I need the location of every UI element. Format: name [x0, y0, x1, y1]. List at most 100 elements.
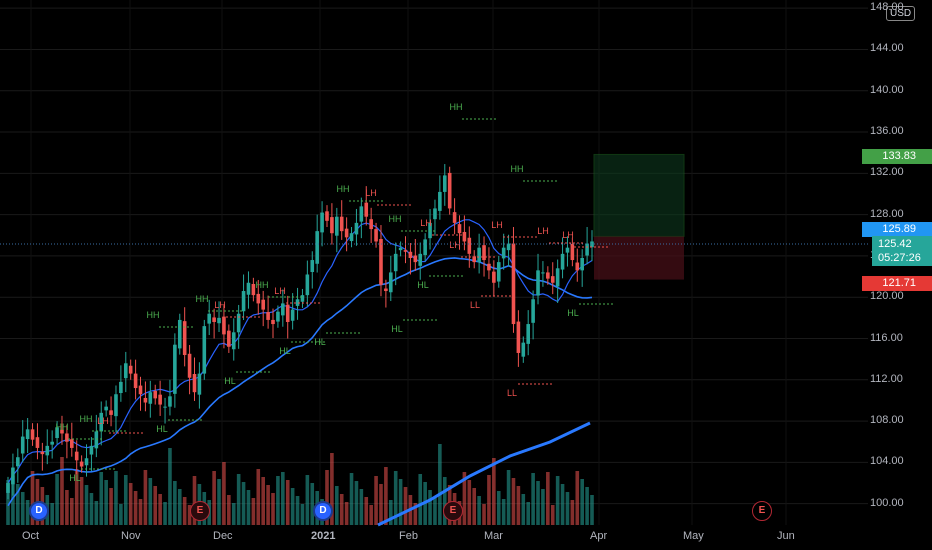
- candle-body: [30, 429, 35, 440]
- price-tick: 140.00: [870, 83, 904, 96]
- candle-body: [25, 429, 30, 440]
- earnings-marker[interactable]: E: [190, 501, 210, 521]
- candle-body: [227, 330, 231, 347]
- time-tick: Dec: [213, 530, 233, 542]
- volume-bar: [30, 471, 35, 525]
- volume-bar: [65, 490, 69, 525]
- pivot-label: HH: [80, 414, 93, 424]
- pivot-label: HL: [156, 424, 168, 434]
- candle-body: [482, 245, 486, 261]
- volume-bar: [89, 493, 94, 525]
- candle-body: [506, 243, 511, 251]
- pivot-label: LH: [449, 240, 461, 250]
- volume-bar: [550, 505, 555, 525]
- volume-bar: [25, 500, 30, 525]
- candle-body: [310, 260, 315, 273]
- volume-bar: [393, 471, 398, 525]
- upcoming-earnings-marker[interactable]: E: [752, 501, 772, 521]
- stop-price-label: 121.71: [862, 276, 932, 291]
- volume-bar: [442, 477, 447, 525]
- slow-moving-average: [7, 257, 593, 527]
- volume-bar: [511, 478, 516, 525]
- candle-body: [271, 319, 275, 325]
- candle-body: [261, 299, 265, 310]
- price-tick: 104.00: [870, 455, 904, 468]
- candle-body: [320, 212, 324, 233]
- candle-body: [344, 228, 349, 238]
- price-tick: 128.00: [870, 207, 904, 220]
- stop-zone: [594, 236, 684, 280]
- volume-bar: [168, 448, 172, 525]
- pivot-label: HH: [511, 164, 524, 174]
- candle-body: [276, 311, 280, 322]
- pivot-label: LH: [562, 230, 574, 240]
- volume-bar: [325, 470, 329, 525]
- candle-body: [413, 255, 418, 263]
- candle-body: [109, 410, 113, 415]
- volume-bar: [84, 485, 89, 525]
- candle-body: [398, 247, 403, 251]
- dividend-marker[interactable]: D: [29, 501, 49, 521]
- pivot-markers: HH HL HH LH HH HL HH LH HL HH LH HL HH LH HH HL LH HL HH LH…: [56, 102, 613, 483]
- candle-body: [364, 202, 369, 217]
- volume-bar: [143, 470, 148, 525]
- candle-body: [496, 262, 501, 282]
- candle-body: [123, 363, 128, 379]
- volume-bar: [335, 486, 339, 525]
- volume-bar: [222, 462, 226, 525]
- candle-body: [158, 394, 162, 405]
- volume-bar: [300, 504, 305, 525]
- candle-body: [40, 451, 45, 455]
- candle-body: [472, 256, 477, 263]
- price-tick: 100.00: [870, 496, 904, 509]
- volume-bar: [496, 491, 501, 525]
- volume-bar: [276, 476, 280, 525]
- time-tick: Nov: [121, 530, 141, 542]
- volume-bar: [158, 494, 162, 525]
- pivot-label: HH: [337, 184, 350, 194]
- candle-body: [339, 216, 344, 232]
- volume-bar: [266, 485, 270, 525]
- candle-body: [74, 451, 79, 461]
- candle-body: [192, 374, 197, 393]
- pivot-label: HL: [391, 324, 403, 334]
- volume-bar: [369, 505, 373, 525]
- candle-body: [236, 313, 241, 333]
- candle-body: [403, 250, 408, 252]
- volume-bar: [310, 483, 315, 525]
- candle-body: [393, 253, 398, 272]
- candle-body: [290, 309, 295, 321]
- candle-body: [325, 211, 329, 221]
- dividend-marker[interactable]: D: [313, 501, 333, 521]
- volume-bar: [241, 482, 246, 525]
- candle-body: [511, 243, 516, 325]
- price-tick: 144.00: [870, 42, 904, 55]
- volume-bar: [516, 486, 521, 525]
- volume-bar: [256, 469, 261, 525]
- volume-bar: [251, 498, 256, 525]
- candle-body: [388, 272, 393, 293]
- candle-body: [369, 219, 373, 230]
- volume-bar: [6, 480, 10, 525]
- ma-slow-line: [7, 257, 593, 507]
- candle-body: [241, 291, 246, 312]
- candle-body: [11, 467, 15, 485]
- candle-body: [315, 231, 319, 264]
- position-box[interactable]: [593, 153, 685, 280]
- pivot-label: HH: [389, 214, 402, 224]
- volume-bar: [487, 475, 491, 525]
- time-tick: Jun: [777, 530, 795, 542]
- earnings-marker[interactable]: E: [443, 501, 463, 521]
- pivot-label: HL: [279, 346, 291, 356]
- candle-body: [467, 237, 472, 254]
- volume-bar: [246, 490, 251, 525]
- volume-bar: [364, 497, 369, 525]
- candle-body: [133, 373, 138, 389]
- volume-bar: [187, 505, 192, 525]
- pivot-label: HL: [567, 308, 579, 318]
- pivot-label: LL: [470, 300, 480, 310]
- currency-badge[interactable]: USD: [886, 6, 916, 21]
- candle-body: [521, 342, 526, 357]
- candle-body: [251, 283, 256, 296]
